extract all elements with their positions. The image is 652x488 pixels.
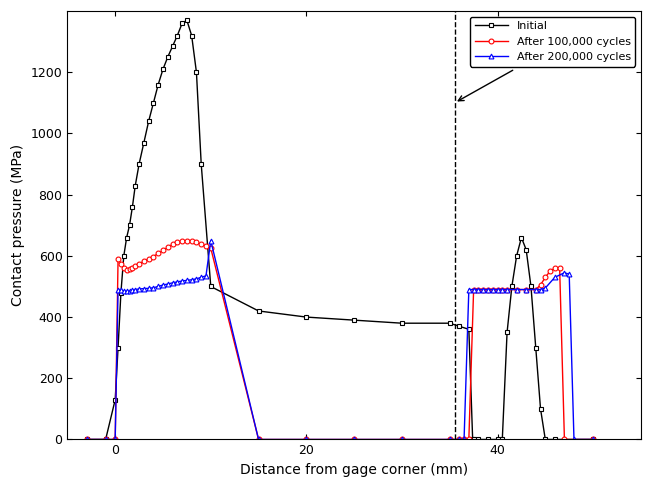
Initial — [541, 437, 549, 443]
Initial — [532, 345, 540, 350]
Initial — [484, 437, 492, 443]
Initial — [135, 161, 143, 167]
Initial — [131, 183, 139, 188]
Initial — [537, 406, 544, 412]
Initial — [465, 326, 473, 332]
Initial — [145, 118, 153, 124]
X-axis label: Distance from gage corner (mm): Distance from gage corner (mm) — [240, 463, 468, 477]
Initial — [398, 320, 406, 326]
Initial — [198, 161, 205, 167]
Initial — [255, 308, 263, 314]
Line: After 200,000 cycles: After 200,000 cycles — [84, 238, 595, 442]
After 200,000 cycles — [589, 437, 597, 443]
After 200,000 cycles — [173, 279, 181, 285]
Initial — [120, 253, 128, 259]
After 200,000 cycles — [207, 238, 215, 244]
Initial — [192, 69, 200, 75]
Initial — [475, 437, 482, 443]
After 100,000 cycles — [589, 437, 597, 443]
Initial — [117, 290, 125, 296]
After 100,000 cycles — [183, 238, 191, 244]
Legend: Initial, After 100,000 cycles, After 200,000 cycles: Initial, After 100,000 cycles, After 200… — [470, 17, 635, 67]
Initial — [518, 235, 526, 241]
Initial — [126, 223, 134, 228]
Line: Initial: Initial — [84, 18, 595, 442]
Initial — [303, 314, 310, 320]
Initial — [123, 235, 130, 241]
Initial — [188, 33, 196, 39]
Initial — [178, 20, 186, 26]
After 200,000 cycles — [460, 437, 468, 443]
Initial — [508, 284, 516, 289]
After 100,000 cycles — [551, 265, 559, 271]
Initial — [183, 18, 191, 23]
Initial — [140, 140, 148, 145]
Initial — [164, 54, 171, 60]
Initial — [111, 397, 119, 403]
Initial — [173, 33, 181, 39]
Initial — [498, 437, 506, 443]
After 100,000 cycles — [117, 261, 125, 266]
Initial — [527, 284, 535, 289]
Initial — [551, 437, 559, 443]
Initial — [522, 247, 530, 253]
After 200,000 cycles — [202, 273, 210, 279]
After 200,000 cycles — [83, 437, 91, 443]
Initial — [128, 204, 136, 210]
After 100,000 cycles — [469, 286, 477, 292]
After 100,000 cycles — [207, 245, 215, 251]
After 200,000 cycles — [117, 287, 125, 293]
Initial — [589, 437, 597, 443]
Initial — [169, 43, 177, 49]
Initial — [503, 329, 511, 335]
Initial — [159, 66, 167, 72]
Initial — [149, 100, 157, 106]
Initial — [469, 437, 477, 443]
Initial — [102, 437, 110, 443]
Initial — [155, 81, 162, 87]
Initial — [350, 317, 358, 323]
Initial — [207, 284, 215, 289]
Initial — [455, 324, 463, 329]
Initial — [494, 437, 501, 443]
Y-axis label: Contact pressure (MPa): Contact pressure (MPa) — [11, 144, 25, 306]
Text: Center of rail: Center of rail — [458, 53, 576, 101]
After 100,000 cycles — [83, 437, 91, 443]
After 100,000 cycles — [460, 437, 468, 443]
Initial — [83, 437, 91, 443]
Initial — [114, 345, 122, 350]
After 200,000 cycles — [561, 270, 569, 276]
Initial — [446, 320, 454, 326]
Initial — [469, 437, 477, 443]
After 100,000 cycles — [173, 240, 181, 245]
After 200,000 cycles — [469, 286, 477, 292]
Line: After 100,000 cycles: After 100,000 cycles — [84, 238, 595, 442]
Initial — [512, 253, 520, 259]
